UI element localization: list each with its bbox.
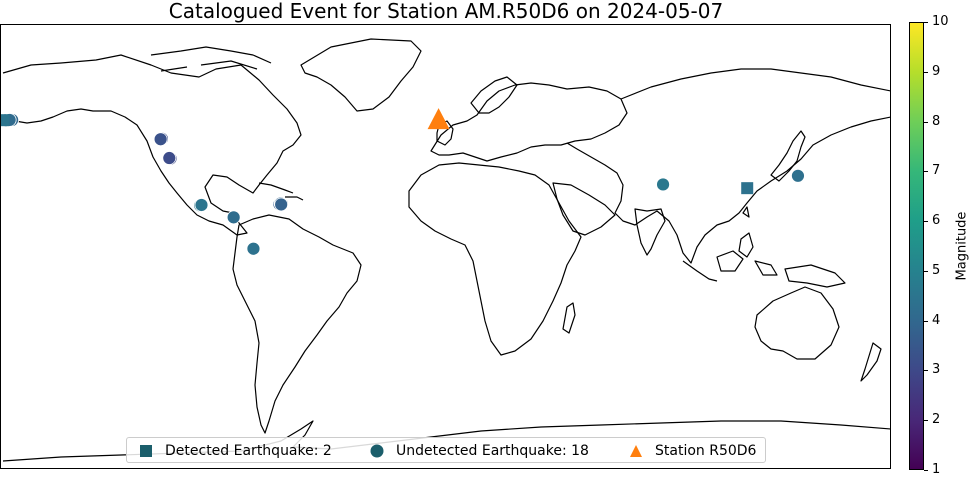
coastline-taiwan-philippines	[738, 206, 754, 258]
undetected-earthquake-marker[interactable]	[274, 197, 289, 212]
colorbar-tick-label: 5	[932, 262, 941, 278]
square-marker-icon	[140, 445, 152, 457]
station-layer	[427, 108, 450, 130]
legend-station-label: Station R50D6	[655, 443, 757, 459]
coastline-scandinavia	[470, 76, 518, 114]
coastline-indonesia	[682, 250, 846, 288]
detected-earthquake-marker[interactable]	[1, 114, 10, 127]
colorbar-tick: 2	[924, 413, 954, 427]
coastline-arctic-islands	[150, 46, 272, 72]
coastline-greenland	[300, 38, 422, 112]
coastline-europe	[430, 82, 628, 162]
colorbar-ticks: 1 2 3 4 5 6 7 8 9 10	[924, 15, 954, 477]
colorbar-label: Magnitude	[954, 211, 970, 281]
colorbar-tick-label: 6	[932, 213, 941, 229]
colorbar-tick: 8	[924, 113, 954, 129]
world-map	[1, 38, 890, 462]
undetected-earthquake-marker[interactable]	[162, 151, 177, 165]
map-title: Catalogued Event for Station AM.R50D6 on…	[168, 0, 724, 23]
legend-item-detected: Detected Earthquake: 2	[139, 441, 332, 461]
coastline-madagascar	[562, 302, 576, 334]
colorbar-tick-label: 3	[932, 362, 941, 378]
colorbar-tick-label: 10	[932, 14, 949, 29]
colorbar-tick-label: 4	[932, 312, 941, 328]
colorbar-tick: 6	[924, 214, 954, 228]
station-marker[interactable]	[427, 108, 450, 130]
colorbar-tick-label: 9	[932, 63, 941, 79]
coastline-uk	[436, 120, 454, 146]
map-legend: Detected Earthquake: 2 Undetected Earthq…	[126, 437, 766, 463]
undetected-earthquake-marker[interactable]	[791, 168, 805, 183]
colorbar-tick-label: 1	[932, 462, 941, 477]
coastline-asia	[566, 68, 890, 264]
colorbar-tick-label: 7	[932, 163, 941, 179]
detected-earthquake-marker[interactable]	[741, 182, 754, 195]
coastline-arabia	[552, 182, 616, 236]
coastline-north-america	[2, 54, 302, 236]
coastline-japan	[770, 130, 806, 182]
magnitude-colorbar	[909, 22, 924, 470]
colorbar-tick: 5	[924, 262, 954, 278]
circle-marker-icon	[370, 444, 384, 458]
legend-undetected-label: Undetected Earthquake: 18	[396, 443, 589, 459]
colorbar-tick: 3	[924, 363, 954, 377]
colorbar-tick: 9	[924, 63, 954, 79]
coastline-cuba	[258, 182, 294, 194]
undetected-earthquake-marker[interactable]	[194, 198, 209, 212]
undetected-earthquake-marker[interactable]	[153, 132, 168, 147]
coastlines	[2, 38, 890, 462]
legend-item-station: Station R50D6	[629, 441, 756, 461]
undetected-earthquake-marker[interactable]	[246, 241, 261, 256]
earthquake-layer	[1, 112, 805, 256]
colorbar-tick: 7	[924, 164, 954, 178]
legend-detected-label: Detected Earthquake: 2	[165, 443, 332, 459]
coastline-australia	[754, 286, 840, 360]
coastline-india	[634, 208, 666, 256]
coastline-new-zealand	[860, 342, 882, 382]
coastline-africa	[408, 162, 582, 356]
colorbar-tick-label: 8	[932, 113, 941, 129]
colorbar-tick: 4	[924, 312, 954, 328]
legend-item-undetected: Undetected Earthquake: 18	[370, 441, 589, 461]
colorbar-tick-label: 2	[932, 412, 941, 428]
map-panel[interactable]	[0, 24, 891, 469]
undetected-earthquake-marker[interactable]	[656, 177, 670, 192]
coastline-south-america	[232, 214, 362, 434]
coastline-hispaniola	[285, 196, 304, 201]
colorbar-tick: 1	[924, 463, 954, 477]
colorbar-tick: 10	[924, 15, 954, 29]
undetected-earthquake-marker[interactable]	[226, 210, 241, 225]
triangle-marker-icon	[630, 445, 642, 457]
